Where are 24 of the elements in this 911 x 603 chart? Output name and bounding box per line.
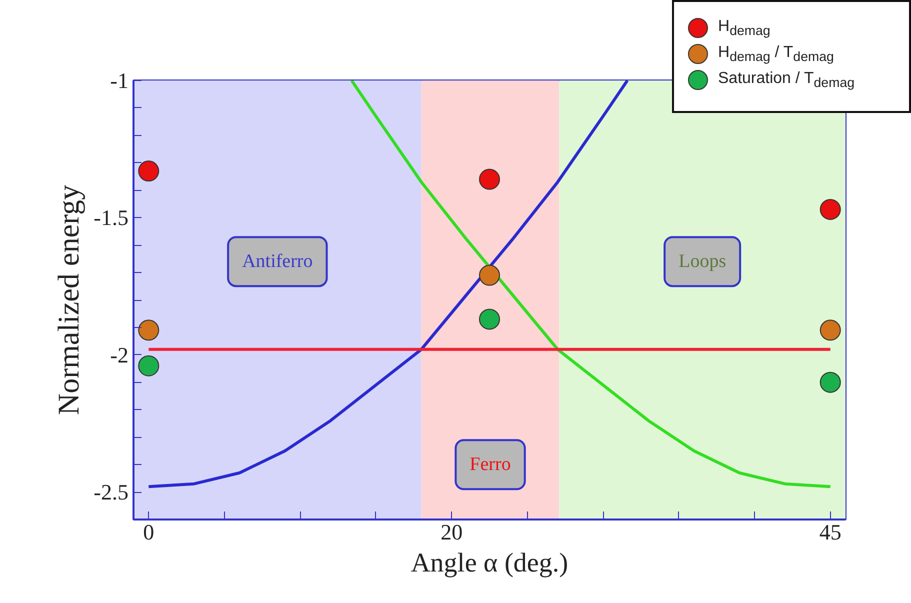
x-tick-label: 45	[819, 520, 842, 544]
point	[820, 372, 841, 393]
y-tick-label: -1.5	[94, 205, 128, 230]
point	[479, 264, 500, 286]
band-label: Ferro	[470, 454, 511, 476]
point	[820, 320, 841, 341]
point	[138, 160, 160, 182]
point	[138, 320, 160, 341]
point	[479, 308, 500, 330]
legend-label: H$_{demag}$ / T$_{demag}$	[718, 44, 834, 64]
y-tick-label: -2	[110, 342, 128, 368]
legend-label: H$_{demag}$	[718, 18, 770, 38]
legend-label: Saturation / T$_{demag}$	[718, 70, 855, 91]
point	[138, 355, 160, 376]
x-tick-label: 20	[440, 520, 463, 544]
x-tick-label: 0	[143, 520, 154, 544]
band-label: Antiferro	[242, 251, 313, 272]
y-tick-label: -1	[110, 68, 128, 93]
y-axis-title: Normalized energy	[52, 184, 86, 416]
point	[820, 198, 841, 220]
x-axis-title: Angle α (deg.)	[410, 548, 568, 578]
band-label: Loops	[678, 251, 726, 272]
point	[479, 168, 500, 190]
y-tick-label: -2.5	[94, 480, 128, 505]
